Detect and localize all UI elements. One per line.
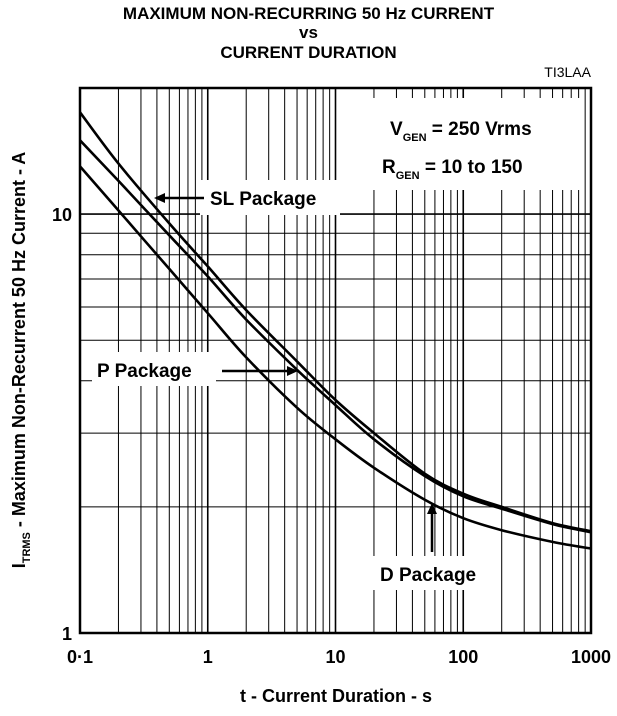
condition-vgen: VGEN = 250 Vrms (390, 119, 532, 144)
series-group (78, 111, 592, 550)
y-axis-label-subscript: TRMS (21, 532, 33, 563)
x-tick-label: 1000 (571, 647, 611, 667)
condition-vgen-subscript: GEN (403, 132, 427, 144)
conditions-box (368, 98, 584, 190)
condition-vgen-text: = 250 Vrms (427, 119, 532, 140)
series-line-p-package (79, 139, 592, 534)
x-axis-label: t - Current Duration - s (240, 686, 432, 706)
series-line-d-package (79, 165, 592, 550)
y-axis-label-text: - Maximum Non-Recurrent 50 Hz Current - … (9, 152, 29, 532)
figure-code: TI3LAA (544, 64, 591, 80)
chart-title-line-1: MAXIMUM NON-RECURRING 50 Hz CURRENT (122, 4, 495, 23)
condition-rgen-subscript: GEN (396, 170, 420, 182)
sl-arrow-head (154, 193, 165, 203)
condition-vgen-symbol: V (390, 119, 403, 140)
x-tick-labels: 0·1 1 10 100 1000 (67, 647, 611, 667)
plot-frame (78, 86, 593, 635)
p-arrow-head (287, 366, 298, 376)
annotation-p-package: P Package (97, 361, 192, 382)
d-label-bg (372, 556, 496, 590)
x-tick-label: 10 (325, 647, 345, 667)
y-tick-label: 10 (52, 205, 72, 225)
annotation-sl-package: SL Package (210, 189, 316, 210)
x-tick-label: 1 (203, 647, 213, 667)
y-tick-label: 1 (62, 624, 72, 644)
chart-title-line-3: CURRENT DURATION (220, 43, 397, 62)
condition-rgen: RGEN = 10 to 150 (382, 157, 523, 182)
sl-label-bg (200, 180, 340, 215)
condition-rgen-symbol: R (382, 157, 396, 178)
d-arrow-head (427, 503, 437, 514)
p-label-bg (92, 352, 216, 386)
x-tick-label: 0·1 (67, 647, 93, 667)
x-tick-label: 100 (448, 647, 478, 667)
series-line-sl-package (78, 111, 592, 533)
annotation-d-package: D Package (380, 565, 476, 586)
chart-title-line-2: vs (299, 23, 318, 42)
y-tick-labels: 1 10 (52, 205, 72, 644)
y-axis-label-symbol: I (9, 563, 29, 568)
condition-rgen-text: = 10 to 150 (420, 157, 523, 178)
y-axis-label: ITRMS - Maximum Non-Recurrent 50 Hz Curr… (9, 152, 33, 569)
